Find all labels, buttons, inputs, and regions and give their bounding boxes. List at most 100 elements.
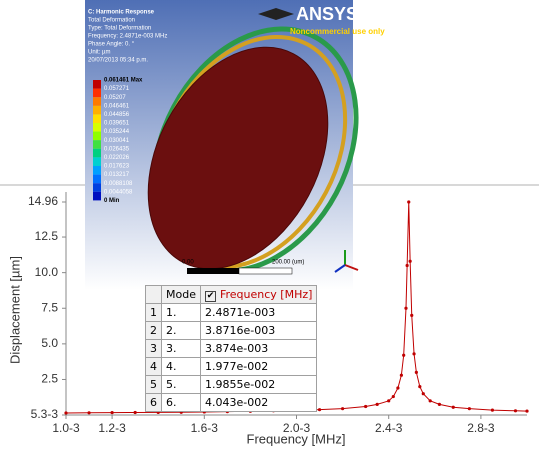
legend-label: 0.05207: [104, 95, 126, 101]
point: [490, 408, 495, 412]
ansys-view: C: Harmonic Response Total Deformation Typ…: [85, 0, 385, 290]
view-header: Frequency: 2.4871e-003 MHz: [88, 34, 167, 40]
logo: ANSYS: [296, 4, 358, 24]
legend-swatch: [93, 140, 101, 149]
table-cell: 1.9855e-002: [199, 375, 318, 394]
point: [391, 394, 395, 399]
legend-label: 0 Min: [104, 198, 120, 204]
table-cell: 1: [145, 303, 162, 322]
point: [408, 259, 412, 263]
table-cell: 1.977e-002: [199, 357, 318, 376]
y-tick-label: 14.96: [28, 194, 58, 208]
triad: [334, 250, 359, 273]
table-cell: 3.8716e-003: [199, 321, 318, 340]
legend-label: 0.017623: [104, 164, 130, 170]
point: [399, 373, 403, 377]
view-header: C: Harmonic Response: [88, 10, 155, 16]
point: [525, 409, 529, 413]
x-tick-label: 2.8-3: [467, 421, 495, 435]
point: [421, 392, 425, 396]
point: [404, 306, 408, 310]
table-cell: 3.874e-003: [199, 339, 318, 358]
y-tick-label: 12.5: [35, 229, 59, 243]
point: [87, 411, 91, 415]
legend-swatch: [93, 88, 101, 98]
legend-label: 0.013217: [104, 172, 130, 178]
table-cell: 5: [145, 375, 162, 394]
view-header: Phase Angle: 0. °: [88, 42, 135, 48]
table-cell: 2.4871e-003: [199, 303, 318, 322]
table-row[interactable]: 4 4. 1.977e-002: [145, 357, 318, 376]
point: [513, 409, 518, 413]
y-tick-label: 5.0: [41, 336, 58, 350]
corner: [145, 285, 162, 304]
legend-swatch: [93, 183, 101, 192]
point: [412, 352, 416, 356]
table-cell: 2.: [161, 321, 201, 340]
legend-swatch: [93, 80, 101, 89]
table-cell: 4.: [161, 357, 201, 376]
view-header: Unit: µm: [88, 50, 110, 56]
legend-label: 0.030041: [104, 138, 130, 144]
point: [467, 407, 471, 411]
table-row[interactable]: 6 6. 4.043e-002: [145, 393, 318, 412]
legend-swatch: [93, 191, 101, 201]
point: [410, 313, 414, 317]
x-tick-label: 2.0-3: [283, 421, 311, 435]
header-text: Frequency [MHz]: [219, 287, 313, 301]
legend-label: 0.057271: [104, 86, 130, 92]
legend-label: 0.026435: [104, 146, 130, 152]
legend-label: 0.039651: [104, 121, 130, 127]
table-cell: 2: [145, 321, 162, 340]
legend-label: 0.0088108: [104, 181, 133, 187]
table-cell: 5.: [161, 375, 201, 394]
table-row[interactable]: 1 1. 2.4871e-003: [145, 303, 318, 322]
point: [451, 405, 455, 409]
point: [405, 263, 409, 268]
legend-label: 0.046461: [104, 103, 130, 109]
scale-label: 200.00 (um): [272, 260, 304, 266]
table-cell: 4.043e-002: [199, 393, 318, 412]
scale-label: 0.00: [182, 260, 194, 266]
table-cell: 3.: [161, 339, 201, 358]
point: [407, 200, 411, 204]
y-tick-label: 2.5: [41, 372, 58, 386]
legend-label: 0.035244: [104, 129, 130, 135]
point: [110, 411, 114, 415]
legend-label: 0.022026: [104, 155, 130, 161]
x-axis-label: Frequency [MHz]: [247, 431, 346, 446]
table-cell: 6.: [161, 393, 201, 412]
legend-swatch: [93, 131, 101, 141]
x-tick-label: 1.6-3: [191, 421, 219, 435]
table-row[interactable]: 5 5. 1.9855e-002: [145, 375, 318, 394]
notice: Noncommercial use only: [290, 27, 385, 36]
header: Mode: [161, 285, 201, 304]
logo-cap: [258, 8, 294, 20]
table-cell: 4: [145, 357, 162, 376]
table-row[interactable]: 3 3. 3.874e-003: [145, 339, 318, 358]
legend-swatch: [93, 148, 101, 158]
y-axis-label: Displacement [µm]: [7, 256, 22, 364]
point: [437, 402, 442, 406]
view-header: Total Deformation: [88, 18, 135, 24]
legend-swatch: [93, 166, 101, 175]
checkbox[interactable]: ✔: [204, 290, 216, 302]
legend-label: 0.061461 Max: [104, 78, 143, 84]
point: [317, 408, 322, 412]
point: [418, 384, 422, 389]
legend-swatch: [93, 174, 101, 184]
legend-swatch: [93, 97, 101, 106]
point: [414, 370, 418, 374]
legend-label: 0.0044058: [104, 189, 133, 195]
view-header: 20/07/2013 05:34 p.m.: [88, 58, 148, 64]
table-cell: 6: [145, 393, 162, 412]
modes-table: Mode ✔ Frequency [MHz] 1 1. 2.4871e-003 2 2. 3.…: [145, 285, 318, 412]
point: [341, 407, 345, 411]
legend-label: 0.044856: [104, 112, 130, 118]
header[interactable]: ✔ Frequency [MHz]: [199, 285, 318, 304]
x-tick-label: 1.0-3: [52, 421, 80, 435]
x-tick-label: 2.4-3: [375, 421, 403, 435]
table-row[interactable]: 2 2. 3.8716e-003: [145, 321, 318, 340]
